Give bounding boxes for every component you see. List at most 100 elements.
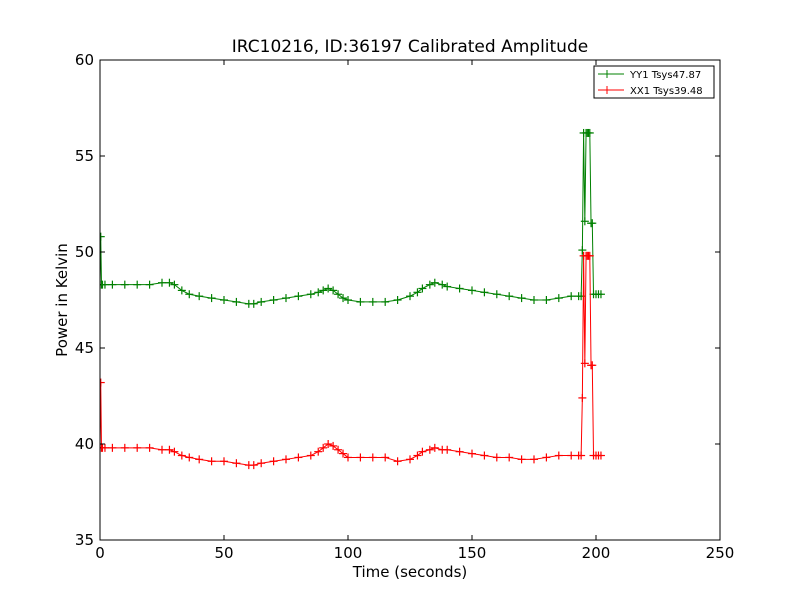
y-axis-label: Power in Kelvin (53, 243, 71, 357)
x-tick-label: 150 (458, 544, 487, 562)
data-point-marker (492, 290, 501, 299)
data-point-marker (100, 378, 105, 387)
data-point-marker (324, 284, 333, 293)
data-point-marker (542, 296, 551, 304)
data-point-marker (438, 280, 447, 289)
data-point-marker (294, 292, 303, 301)
data-point-marker (567, 292, 576, 301)
data-point-marker (120, 280, 129, 289)
data-point-marker (455, 284, 464, 293)
data-point-marker (596, 451, 605, 460)
y-tick-label: 60 (75, 51, 94, 69)
data-point-marker (282, 455, 290, 464)
data-point-marker (455, 447, 464, 456)
data-point-marker (480, 451, 489, 460)
data-point-marker (257, 297, 266, 306)
data-point-marker (314, 447, 323, 456)
data-point-marker (249, 299, 258, 308)
data-point-marker (430, 278, 439, 287)
data-point-marker (554, 294, 563, 303)
y-tick-label: 35 (75, 531, 94, 549)
axis-ticks: 0 50 100 150 200 250 35 40 45 50 55 60 (75, 51, 734, 562)
data-point-marker (170, 280, 179, 289)
data-point-marker (413, 288, 422, 297)
data-point-marker (381, 297, 390, 306)
x-tick-label: 50 (214, 544, 233, 562)
data-point-marker (588, 219, 597, 228)
data-point-marker (468, 286, 476, 295)
x-tick-label: 200 (582, 544, 611, 562)
data-point-marker (578, 393, 587, 402)
plot-area-frame (99, 59, 721, 541)
data-point-marker (368, 453, 377, 462)
data-point-marker (165, 445, 174, 454)
data-point-marker (505, 453, 514, 462)
data-point-marker (480, 288, 489, 297)
data-point-marker (249, 461, 258, 470)
x-axis-label: Time (seconds) (352, 563, 468, 581)
data-point-marker (269, 296, 278, 304)
data-point-marker (339, 294, 348, 303)
data-point-marker (334, 290, 343, 299)
data-point-marker (580, 359, 589, 368)
data-point-marker (207, 294, 216, 303)
data-point-marker (120, 443, 129, 452)
data-point-marker (232, 297, 241, 306)
data-point-marker (381, 453, 390, 462)
legend-box (593, 65, 715, 99)
data-point-marker (185, 290, 194, 299)
data-point-marker (368, 297, 377, 306)
data-point-marker (578, 246, 587, 255)
data-point-marker (100, 443, 109, 452)
data-point-marker (108, 280, 117, 289)
data-point-marker (306, 451, 315, 460)
data-point-marker (158, 278, 166, 287)
data-point-marker (108, 443, 117, 452)
data-point-marker (393, 296, 402, 304)
data-point-marker (145, 443, 154, 452)
data-point-marker (220, 457, 228, 466)
data-point-marker (517, 455, 526, 464)
data-point-marker (418, 284, 427, 293)
y-tick-label: 45 (75, 339, 94, 357)
data-point-marker (220, 296, 228, 304)
data-point-marker (185, 453, 194, 462)
data-point-marker (425, 445, 434, 454)
data-point-marker (257, 459, 266, 468)
data-point-marker (177, 451, 186, 460)
data-point-marker (306, 290, 315, 299)
data-point-marker (314, 288, 323, 297)
data-point-marker (443, 445, 452, 454)
data-point-marker (195, 455, 204, 464)
data-point-marker (344, 453, 352, 462)
data-point-marker (418, 447, 427, 456)
legend-entry: XX1 Tsys39.48 (598, 86, 703, 97)
data-point-marker (207, 457, 216, 466)
legend-label: XX1 Tsys39.48 (630, 86, 703, 97)
data-point-marker (356, 297, 365, 306)
data-point-marker (425, 280, 434, 289)
data-point-marker (232, 459, 241, 468)
series-line-2 (100, 255, 601, 466)
data-point-marker (170, 447, 179, 456)
data-point-marker (554, 451, 563, 460)
data-point-marker (530, 296, 538, 304)
data-point-marker (339, 449, 348, 458)
legend-label: YY1 Tsys47.87 (629, 70, 701, 81)
data-point-marker (282, 294, 290, 303)
data-point-marker (324, 440, 333, 448)
data-point-marker (406, 455, 414, 464)
y-tick-label: 55 (75, 147, 94, 165)
data-point-marker (133, 443, 142, 452)
data-point-marker (165, 278, 174, 287)
chart-title: IRC10216, ID:36197 Calibrated Amplitude (232, 37, 588, 57)
data-point-marker (319, 443, 328, 452)
legend: YY1 Tsys47.87 XX1 Tsys39.48 (593, 65, 715, 99)
data-point-marker (443, 282, 452, 291)
data-point-marker (585, 128, 594, 137)
data-point-marker (319, 286, 328, 295)
data-point-marker (406, 292, 414, 301)
series-line-1 (100, 132, 601, 305)
data-point-marker (294, 453, 303, 462)
data-point-marker (195, 292, 204, 301)
